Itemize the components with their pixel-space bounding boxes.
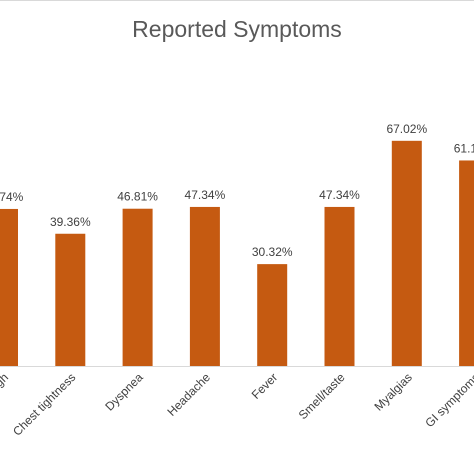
bar-fever — [257, 264, 288, 366]
data-label-chest-tightness: 39.36% — [50, 215, 91, 229]
data-label-smell-taste: 47.34% — [319, 188, 360, 202]
tick-label-smell-taste: Smell/taste — [296, 370, 348, 422]
bar-headache — [189, 206, 220, 366]
data-label-myalgias: 67.02% — [386, 122, 427, 136]
tick-label-gi-symptoms: GI symptoms — [422, 370, 474, 430]
bar-cough — [0, 208, 18, 366]
bar-myalgias — [391, 140, 422, 366]
tick-label-dyspnea: Dyspnea — [102, 370, 146, 414]
tick-label-chest-tightness: Chest tightness — [10, 370, 78, 438]
data-label-cough: 46.74% — [0, 190, 24, 204]
tick-label-cough: Cough — [0, 370, 11, 405]
bar-dyspnea — [122, 208, 153, 366]
chart-title: Reported Symptoms — [132, 16, 342, 42]
data-label-headache: 47.34% — [185, 188, 226, 202]
bar-chest-tightness — [55, 233, 86, 366]
tick-label-myalgias: Myalgias — [372, 370, 415, 413]
data-label-fever: 30.32% — [252, 245, 293, 259]
bar-gi-symptoms — [459, 160, 474, 366]
tick-label-headache: Headache — [164, 370, 213, 419]
bar-smell-taste — [324, 206, 355, 366]
tick-label-fever: Fever — [249, 370, 281, 402]
data-label-dyspnea: 46.81% — [117, 190, 158, 204]
chart-top-border — [0, 0, 474, 1]
data-label-gi-symptoms: 61.17% — [454, 141, 474, 155]
